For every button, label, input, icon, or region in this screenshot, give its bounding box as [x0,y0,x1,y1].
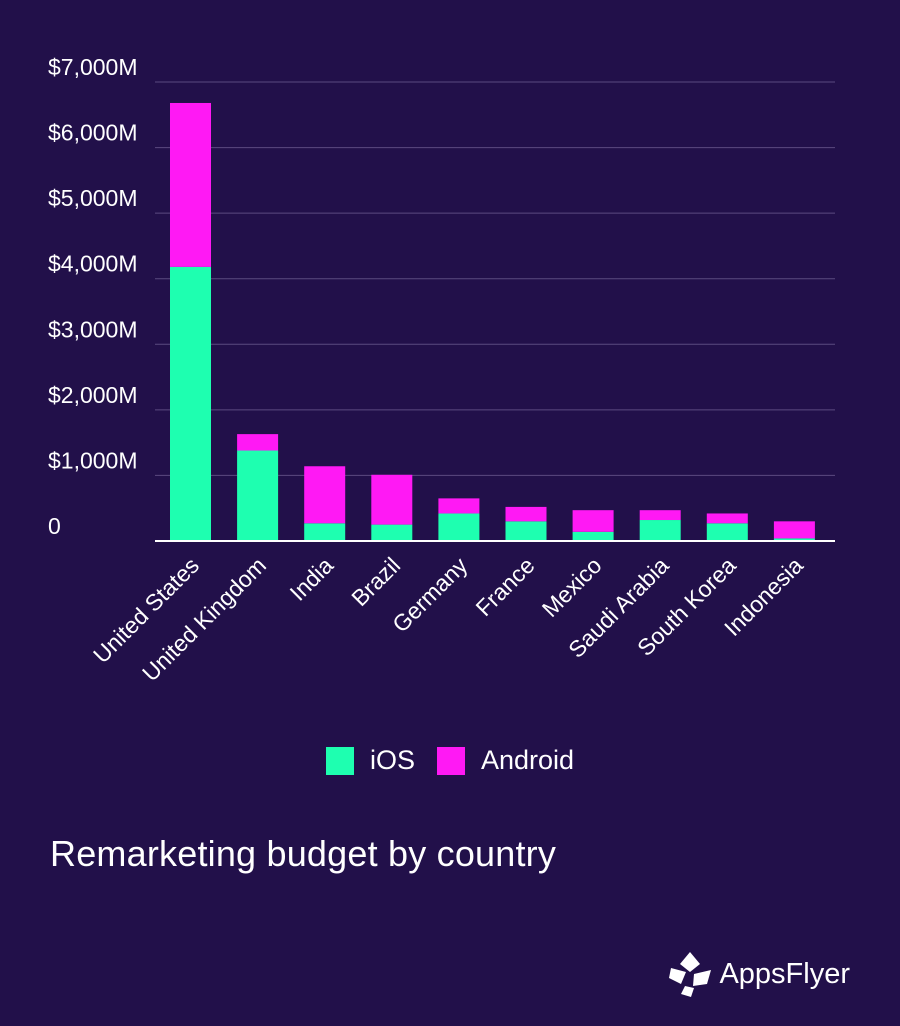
legend-item-ios: iOS [325,745,415,776]
bar-france-android [505,506,547,522]
bar-mexico-ios [572,531,614,541]
bar-brazil-android [371,474,413,525]
bar-united-kingdom-android [237,434,279,451]
x-tick-label-united-kingdom: United Kingdom [137,552,271,686]
y-tick-label: $2,000M [48,382,138,408]
x-tick-label-india: India [285,552,339,606]
bar-south-korea-android [706,513,748,524]
legend-label-android: Android [480,745,575,775]
legend-label-ios: iOS [369,745,415,775]
grid-lines [155,81,835,476]
y-tick-label: 0 [48,513,61,539]
bar-saudi-arabia-android [639,510,681,521]
bar-mexico-android [572,510,614,532]
stacked-bar-chart: 0 $1,000M $2,000M $3,000M $4,000M $5,000M $6,0… [48,54,835,686]
bars [170,102,815,541]
bar-india-ios [304,523,346,541]
x-tick-label-germany: Germany [387,552,473,638]
bar-indonesia-android [773,521,815,539]
legend-swatch-android [436,746,465,775]
y-axis-tick-labels: 0 $1,000M $2,000M $3,000M $4,000M $5,000M $6,0… [48,54,138,539]
bar-brazil-ios [371,524,413,541]
appsflyer-mark-icon [669,952,712,997]
bar-indonesia-ios [773,538,815,541]
bar-germany-android [438,498,480,514]
bar-saudi-arabia-ios [639,520,681,541]
bar-germany-ios [438,513,480,541]
y-tick-label: $3,000M [48,316,138,342]
brand-name: AppsFlyer [719,957,850,990]
legend: iOS Android [0,745,900,776]
y-tick-label: $5,000M [48,185,138,211]
y-tick-label: $1,000M [48,447,138,473]
bar-india-android [304,466,346,524]
bar-united-kingdom-ios [237,450,279,541]
y-tick-label: $7,000M [48,54,138,80]
appsflyer-logo: AppsFlyer [667,950,850,998]
bar-united-states-android [170,102,211,267]
y-tick-label: $4,000M [48,251,138,277]
x-tick-label-brazil: Brazil [346,552,405,611]
legend-swatch-ios [325,746,354,775]
x-tick-label-france: France [471,552,540,621]
bar-south-korea-ios [706,523,748,541]
chart-title: Remarketing budget by country [50,833,557,874]
bar-united-states-ios [170,266,211,541]
y-tick-label: $6,000M [48,120,138,146]
bar-france-ios [505,521,547,541]
legend-item-android: Android [436,745,575,776]
